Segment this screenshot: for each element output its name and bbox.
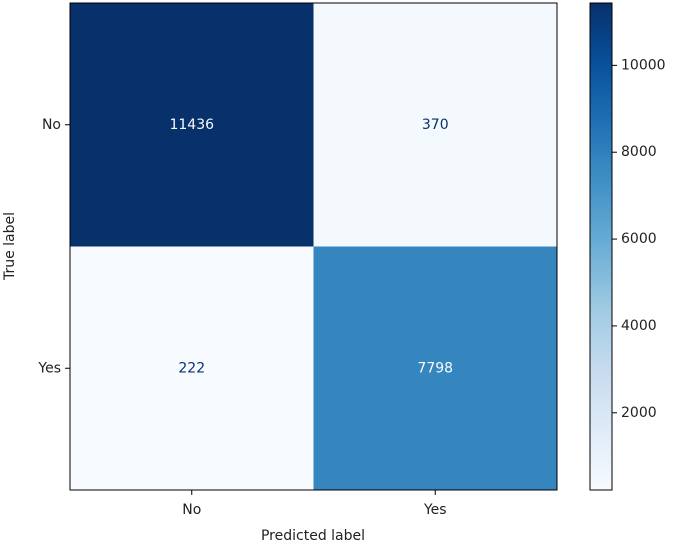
cell	[70, 246, 314, 490]
colorbar-tick-label: 10000	[621, 57, 666, 73]
colorbar-tick-label: 8000	[621, 144, 657, 160]
plot-border	[69, 2, 558, 491]
colorbar-tick-label: 6000	[621, 231, 657, 247]
x-tick-label: Yes	[423, 502, 447, 518]
x-tick-label: No	[182, 502, 201, 518]
cell-label: 370	[422, 117, 449, 133]
colorbar-tick-label: 2000	[621, 405, 657, 421]
cell	[313, 3, 557, 247]
y-tick-label: No	[42, 117, 61, 133]
x-axis-label: Predicted label	[261, 528, 365, 544]
y-axis-label: True label	[2, 212, 18, 281]
y-tick-label: Yes	[37, 360, 61, 376]
colorbar-tick-label: 4000	[621, 318, 657, 334]
cell	[313, 246, 557, 490]
colorbar	[589, 2, 613, 491]
cell-label: 222	[178, 360, 205, 376]
cell-label: 7798	[417, 360, 453, 376]
cell-label: 11436	[169, 117, 214, 133]
cell	[70, 3, 314, 247]
